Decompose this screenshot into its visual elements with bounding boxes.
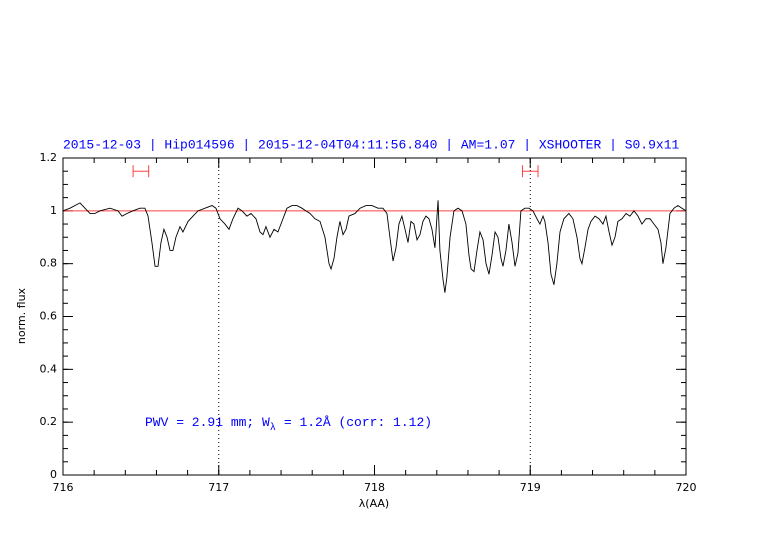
annotation-part: PWV = 2.91 mm; W — [145, 415, 270, 430]
x-axis-label: λ(AA) — [359, 497, 389, 510]
y-tick-label: 1 — [50, 204, 57, 217]
x-tick-label: 718 — [364, 481, 385, 494]
x-tick-label: 716 — [53, 481, 74, 494]
chart-title: 2015-12-03 | Hip014596 | 2015-12-04T04:1… — [63, 137, 679, 152]
y-axis-label: norm. flux — [15, 287, 28, 344]
annotation-part: = 1.2Å (corr: 1.12) — [284, 415, 432, 430]
y-tick-label: 0 — [50, 468, 57, 481]
x-tick-label: 717 — [208, 481, 229, 494]
y-tick-label: 0.4 — [40, 362, 58, 375]
y-tick-label: 0.8 — [40, 257, 58, 270]
plot-frame — [62, 157, 687, 476]
y-tick-label: 0.2 — [40, 415, 58, 428]
y-tick-label: 0.6 — [40, 310, 58, 323]
y-tick-label: 1.2 — [40, 151, 58, 164]
spectrum-line — [62, 200, 687, 293]
annotation-subscript: λ — [270, 422, 276, 434]
x-tick-label: 719 — [520, 481, 541, 494]
annotation: PWV = 2.91 mm; Wλ = 1.2Å (corr: 1.12) — [145, 415, 432, 433]
x-tick-label: 720 — [676, 481, 697, 494]
